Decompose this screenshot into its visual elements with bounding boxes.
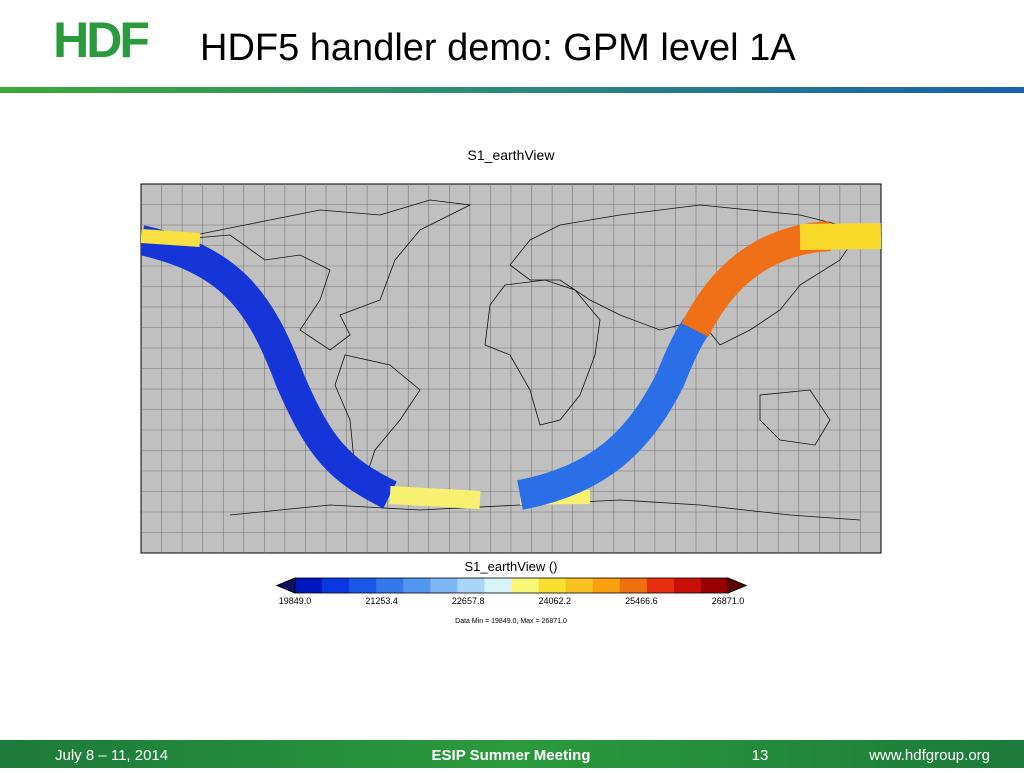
colorbar-segment: [700, 578, 729, 593]
colorbar-arrow: [275, 577, 296, 594]
colorbar-arrow: [727, 577, 748, 594]
footer-band: [0, 740, 1024, 768]
colorbar-segment: [592, 578, 621, 593]
header-rule: [0, 87, 1024, 93]
colorbar-segment: [295, 578, 323, 593]
logo: HDF: [53, 12, 148, 68]
colorbar-segment: [376, 578, 404, 593]
colorbar-segment: [430, 578, 458, 593]
colorbar-segment: [322, 578, 350, 593]
colorbar-segment: [673, 578, 702, 593]
colorbar-segment: [403, 578, 431, 593]
colorbar-note: Data Min = 19849.0, Max = 26871.0: [455, 618, 567, 625]
figure-title: S1_earthView: [468, 147, 556, 163]
colorbar-segment: [538, 578, 567, 593]
colorbar-segment: [349, 578, 377, 593]
footer-date: July 8 – 11, 2014: [55, 747, 168, 764]
colorbar-segment: [511, 578, 540, 593]
swath: [141, 221, 881, 510]
colorbar-label: 19849.0: [279, 596, 312, 606]
colorbar-segment: [457, 578, 485, 593]
colorbar-segment: [619, 578, 648, 593]
colorbar-label: 26871.0: [712, 596, 745, 606]
colorbar-label: 25466.6: [625, 596, 658, 606]
footer-url: www.hdfgroup.org: [868, 747, 990, 764]
colorbar-segment: [484, 578, 512, 593]
footer-event: ESIP Summer Meeting: [432, 747, 591, 764]
colorbar: 19849.0 21253.4 22657.8 24062.2 25466.6 26871…: [275, 577, 748, 606]
colorbar-segment: [646, 578, 675, 593]
slide-title: HDF5 handler demo: GPM level 1A: [200, 27, 796, 69]
colorbar-border: [294, 577, 729, 594]
colorbar-label: 21253.4: [365, 596, 398, 606]
colorbar-segment: [565, 578, 594, 593]
map-grid: [141, 184, 881, 553]
colorbar-label: 22657.8: [452, 596, 485, 606]
colorbar-title: S1_earthView (): [465, 559, 558, 574]
footer-page: 13: [752, 747, 769, 764]
colorbar-label: 24062.2: [539, 596, 572, 606]
